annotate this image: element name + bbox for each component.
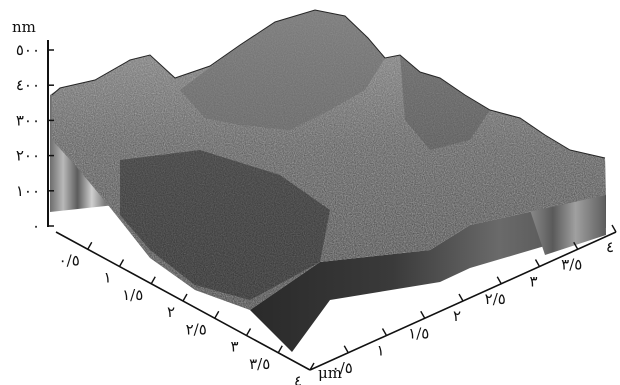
front-tick-label: ٠/٥ (59, 251, 80, 269)
front-tick-label: ٣/٥ (249, 355, 270, 373)
right-tick-label: ٢ (453, 307, 461, 325)
right-tick-mark (381, 328, 388, 336)
z-axis-unit: nm (12, 18, 36, 36)
right-tick-mark (611, 224, 617, 233)
front-tick-mark (87, 241, 93, 250)
right-tick-mark (496, 276, 502, 285)
right-tick-label: ١ (376, 342, 384, 360)
front-axis-ticks: ٠/٥ ١ ١/٥ ٢ ٢/٥ ٣ ٣/٥ ٤ (59, 241, 315, 385)
right-tick-mark (343, 345, 349, 354)
xy-axis-unit: μm (318, 364, 342, 382)
right-tick-label: ١/٥ (408, 324, 429, 342)
right-tick-label: ٣/٥ (561, 255, 582, 273)
right-tick-label: ٣ (529, 273, 537, 291)
z-tick-label: ٠ (32, 217, 40, 235)
right-tick-label: ٤ (606, 238, 614, 256)
right-tick-mark (573, 241, 579, 250)
front-tick-label: ٣ (230, 338, 238, 356)
z-tick-label: ٣٠٠ (16, 111, 40, 129)
z-tick-label: ٤٠٠ (16, 76, 40, 94)
z-tick-label: ٥٠٠ (16, 41, 40, 59)
front-tick-label: ١/٥ (122, 286, 143, 304)
front-tick-label: ٢ (167, 303, 175, 321)
front-tick-mark (182, 293, 188, 302)
front-tick-mark (214, 310, 220, 319)
right-tick-mark (420, 310, 426, 319)
front-tick-mark (245, 328, 252, 336)
front-tick-label: ٤ (294, 372, 302, 385)
right-tick-mark (458, 293, 464, 302)
front-tick-mark (118, 259, 125, 267)
front-side-wall (250, 195, 606, 352)
front-tick-label: ١ (103, 269, 111, 287)
front-tick-mark (277, 345, 283, 354)
front-tick-label: ٢/٥ (186, 320, 207, 338)
right-axis-ticks: ٠/٥ ١ ١/٥ ٢ ٢/٥ ٣ ٣/٥ ٤ (332, 224, 617, 377)
front-tick-mark (150, 276, 156, 285)
z-axis-ticks: ٠ ١٠٠ ٢٠٠ ٣٠٠ ٤٠٠ ٥٠٠ (16, 41, 54, 235)
right-tick-label: ٠/٥ (332, 359, 353, 377)
right-tick-mark (534, 259, 541, 267)
z-tick-label: ٢٠٠ (16, 147, 40, 165)
right-tick-label: ٢/٥ (485, 290, 506, 308)
z-tick-label: ١٠٠ (16, 182, 40, 200)
surface-outline (51, 9, 606, 159)
